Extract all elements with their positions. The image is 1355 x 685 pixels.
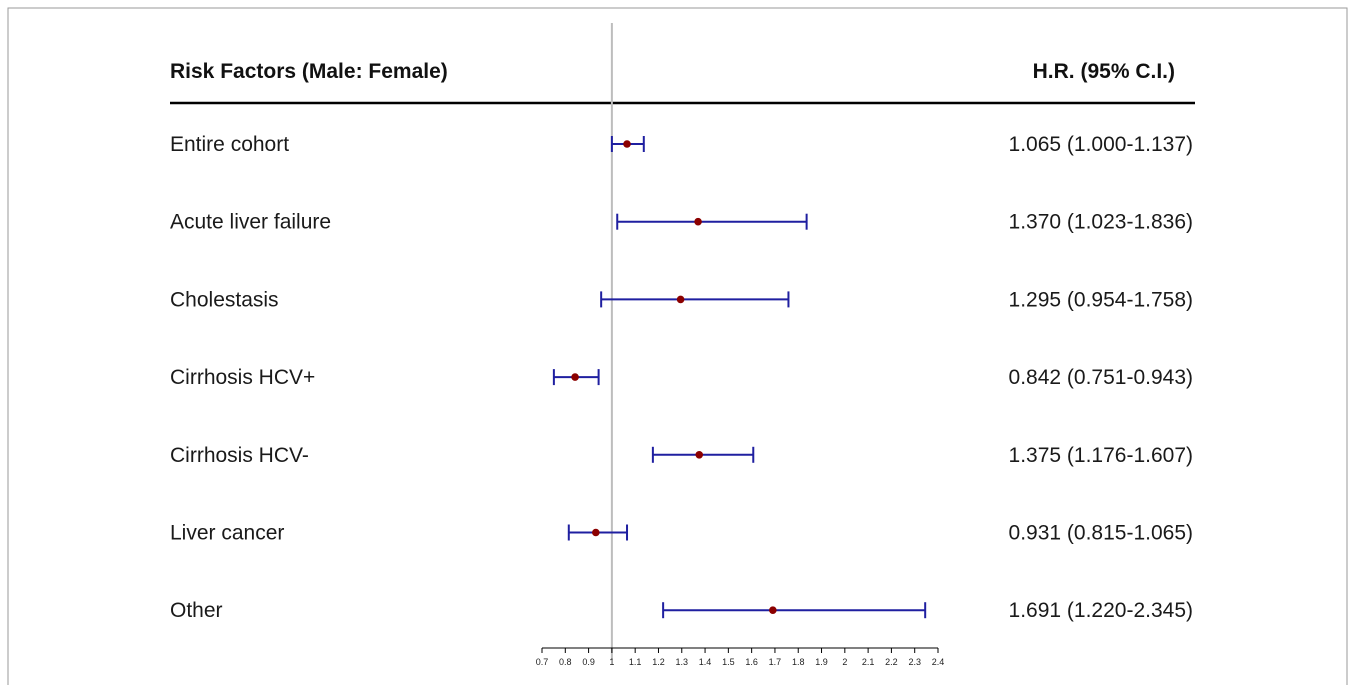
hr-point [676,295,685,304]
row-hr-text: 1.295 (0.954-1.758) [1009,288,1193,311]
header-right: H.R. (95% C.I.) [1033,60,1175,83]
hr-point [623,140,631,148]
x-tick-label: 1.6 [745,657,758,667]
x-tick-label: 1.8 [792,657,805,667]
row-label: Acute liver failure [170,211,331,234]
hr-point [695,451,704,459]
forest-row: Liver cancer 0.931 (0.815-1.065) [170,522,1193,545]
row-label: Cholestasis [170,288,279,311]
x-tick-label: 1.4 [699,657,712,667]
x-tick-label: 2.3 [908,657,921,667]
row-label: Cirrhosis HCV- [170,444,309,467]
x-tick-label: 2.4 [932,657,945,667]
x-tick-label: 1 [609,657,614,667]
hr-point [592,528,600,537]
hr-point [694,217,702,226]
forest-row: Other 1.691 (1.220-2.345) [170,599,1193,622]
header-left: Risk Factors (Male: Female) [170,60,448,83]
rows-group: Entire cohort 1.065 (1.000-1.137) Acute li… [170,133,1193,622]
row-hr-text: 1.691 (1.220-2.345) [1009,599,1193,622]
x-tick-label: 2.2 [885,657,898,667]
x-tick-label: 1.2 [652,657,665,667]
figure-border [7,7,1348,685]
row-label: Liver cancer [170,522,284,545]
forest-row: Cirrhosis HCV+ 0.842 (0.751-0.943) [170,366,1193,389]
forest-row: Entire cohort 1.065 (1.000-1.137) [170,133,1193,156]
row-hr-text: 0.842 (0.751-0.943) [1009,366,1193,389]
hr-point [769,606,777,614]
x-axis: 0.7 0.8 0.9 1 1.1 1.2 1.3 1.4 1.5 1.6 1.7 1.8 1.9 2 2.… [536,647,945,667]
x-tick-label: 0.8 [559,657,572,667]
x-tick-label: 1.5 [722,657,735,667]
row-hr-text: 0.931 (0.815-1.065) [1009,522,1193,545]
forest-row: Cirrhosis HCV- 1.375 (1.176-1.607) [170,444,1193,467]
row-hr-text: 1.065 (1.000-1.137) [1009,133,1193,156]
x-tick-label: 2.1 [862,657,875,667]
row-hr-text: 1.375 (1.176-1.607) [1009,444,1193,467]
x-tick-label: 1.9 [815,657,828,667]
hr-point [571,373,579,381]
x-tick-label: 2 [842,657,847,667]
row-hr-text: 1.370 (1.023-1.836) [1009,211,1193,234]
x-tick-label: 1.3 [676,657,689,667]
x-tick-label: 1.1 [629,657,642,667]
x-tick-label: 1.7 [769,657,782,667]
row-label: Entire cohort [170,133,289,156]
x-tick-label: 0.9 [582,657,595,667]
row-label: Other [170,599,223,622]
row-label: Cirrhosis HCV+ [170,366,315,389]
forest-row: Acute liver failure 1.370 (1.023-1.836) [170,211,1193,234]
x-tick-label: 0.7 [536,657,549,667]
forest-row: Cholestasis 1.295 (0.954-1.758) [170,288,1193,311]
